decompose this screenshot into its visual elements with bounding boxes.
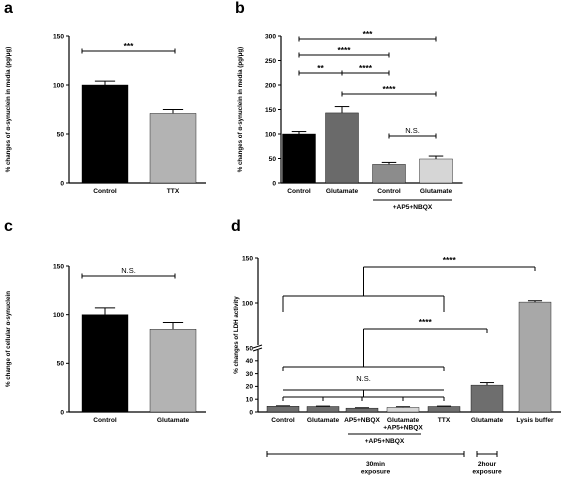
y-axis-label-b: % changes of α-synuclein in media (pg/μg…	[237, 47, 244, 173]
bar-d-5	[470, 384, 504, 413]
y-tick-label-d-2: 20	[246, 384, 254, 391]
bracket-b-4-label: ****	[382, 84, 396, 94]
bar-b-0	[282, 133, 316, 184]
y-tick-label-b-4: 200	[265, 82, 276, 89]
bracket-b-2-label: **	[317, 63, 324, 73]
x-tick-label-d-0: Control	[271, 417, 295, 424]
y-tick-label-d-5: 50	[246, 345, 254, 352]
bar-b-3	[419, 158, 453, 184]
y-axis-label-c: % change of cellular α-synuclein	[5, 291, 12, 387]
bracket-b-0-label: ***	[363, 29, 374, 39]
y-tick-label-d-3: 30	[246, 371, 254, 378]
x-tick-label-b-1: Glutamate	[326, 188, 359, 195]
y-tick-label-b-6: 300	[265, 33, 276, 40]
y-tick-label-d-0: 0	[249, 409, 253, 416]
bar-b-1	[325, 112, 359, 184]
axis-break-gap	[253, 345, 263, 350]
group-label-d: +AP5+NBQX	[365, 438, 405, 445]
y-tick-label-d-4: 40	[246, 358, 254, 365]
bar-c-1	[149, 329, 197, 413]
y-tick-label-a-0: 0	[60, 180, 64, 187]
y-tick-label-c-0: 0	[60, 409, 64, 416]
bracket-b-3-label: ****	[359, 63, 373, 73]
bar-d-3	[386, 407, 420, 413]
y-axis-label-a: % changes of α-synuclein in media (pg/μg…	[5, 47, 12, 173]
bar-d-2	[345, 407, 379, 413]
x-tick-label-d-3: Glutamate +AP5+NBQX	[383, 417, 423, 431]
bracket-d-s2-label: ****	[443, 255, 457, 265]
x-tick-label-d-6: Lysis buffer	[516, 417, 554, 424]
x-tick-label-c-1: Glutamate	[157, 417, 190, 424]
y-tick-label-c-2: 100	[53, 312, 64, 319]
y-tick-label-a-1: 50	[57, 131, 65, 138]
panel-letter-c: c	[4, 218, 13, 235]
x-tick-label-d-2: AP5+NBQX	[344, 417, 380, 424]
y-tick-label-d-6: 100	[242, 300, 253, 307]
x-tick-label-a-0: Control	[93, 188, 117, 195]
bracket-b-1-label: ****	[337, 45, 351, 55]
y-tick-label-b-1: 50	[269, 156, 277, 163]
x-tick-label-b-3: Glutamate	[420, 188, 453, 195]
axis-break-2	[252, 347, 263, 352]
bar-d-4	[427, 406, 461, 413]
exposure-label-2hour: 2hour exposure	[472, 461, 502, 475]
y-tick-label-d-1: 10	[246, 397, 254, 404]
x-tick-label-d-4: TTX	[438, 417, 451, 424]
y-tick-label-d-7: 150	[242, 255, 253, 262]
x-tick-label-a-1: TTX	[167, 188, 180, 195]
y-tick-label-c-3: 150	[53, 263, 64, 270]
panel-letter-b: b	[235, 0, 245, 17]
bracket-b-5-label: N.S.	[405, 126, 420, 135]
x-tick-label-b-0: Control	[287, 188, 311, 195]
bar-d-6	[518, 301, 552, 413]
y-tick-label-b-3: 150	[265, 107, 276, 114]
y-tick-label-c-1: 50	[57, 361, 65, 368]
x-tick-label-c-0: Control	[93, 417, 117, 424]
bracket-a-0-label: ***	[124, 41, 135, 51]
y-tick-label-a-2: 100	[53, 82, 64, 89]
y-tick-label-b-0: 0	[272, 180, 276, 187]
x-tick-label-b-2: Control	[377, 188, 401, 195]
bar-c-0	[81, 314, 129, 413]
axis-break-1	[252, 344, 263, 349]
y-tick-label-b-2: 100	[265, 131, 276, 138]
group-label-b: +AP5+NBQX	[393, 204, 433, 211]
bar-a-0	[81, 84, 129, 184]
panel-letter-a: a	[4, 0, 13, 17]
y-axis-label-d: % changes of LDH activity	[233, 296, 240, 374]
y-tick-label-a-3: 150	[53, 33, 64, 40]
y-tick-label-b-5: 250	[265, 58, 276, 65]
bar-a-1	[149, 113, 197, 184]
bar-d-0	[266, 406, 300, 413]
bracket-d-s1-label: ****	[419, 317, 433, 327]
bracket-d-ns-label: N.S.	[356, 374, 371, 383]
panel-letter-d: d	[231, 218, 241, 235]
x-tick-label-d-1: Glutamate	[307, 417, 340, 424]
exposure-label-30min: 30min exposure	[361, 461, 391, 475]
x-tick-label-d-5: Glutamate	[471, 417, 504, 424]
bar-d-1	[306, 406, 340, 413]
bar-b-2	[372, 164, 406, 184]
bracket-c-0-label: N.S.	[121, 266, 136, 275]
